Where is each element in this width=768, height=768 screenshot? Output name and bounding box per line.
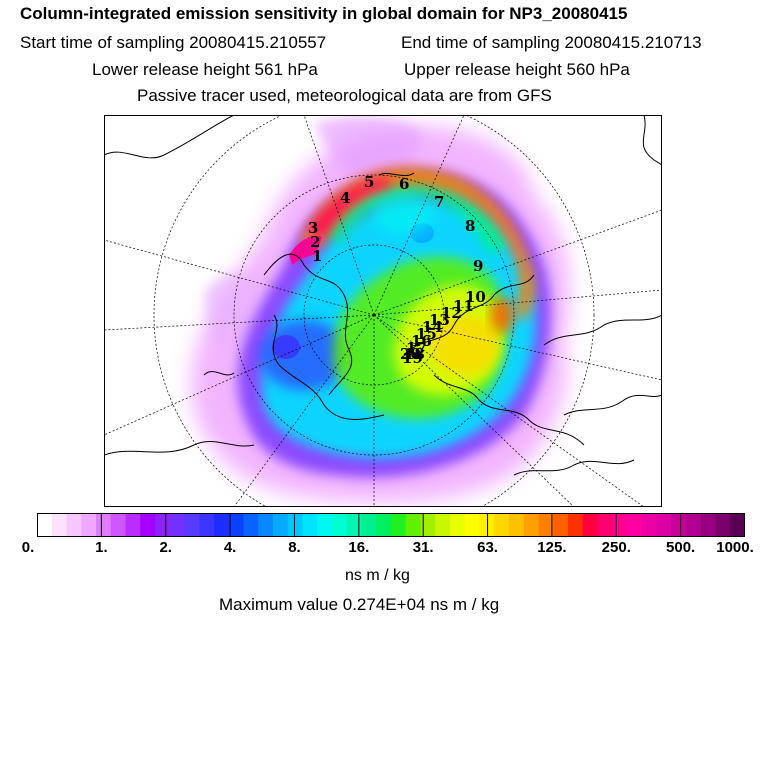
track-labels: 1 2 3 4 5 6 7 8 9 10 11 12 13 14 15 16 1…: [308, 173, 486, 367]
colorbar: [37, 513, 745, 537]
units-label: ns m / kg: [345, 567, 410, 584]
colorbar-tick-label: 31.: [412, 539, 434, 556]
colorbar-swatch: [51, 513, 67, 537]
colorbar-swatch: [184, 513, 200, 537]
track-label-19: 19: [402, 349, 423, 367]
colorbar-swatch: [523, 513, 539, 537]
track-label-9: 9: [473, 257, 483, 275]
map-frame: [104, 115, 662, 507]
colorbar-swatch: [582, 513, 598, 537]
map-title: Column-integrated emission sensitivity i…: [20, 4, 628, 23]
colorbar-swatch: [715, 513, 731, 537]
coastlines: [104, 115, 662, 476]
colorbar-swatch: [597, 513, 613, 537]
colorbar-swatch: [96, 513, 112, 537]
colorbar-swatch: [376, 513, 392, 537]
colorbar-swatch: [391, 513, 407, 537]
colorbar-swatch: [435, 513, 451, 537]
colorbar-tick-label: 2.: [159, 539, 172, 556]
colorbar-tick-label: 16.: [348, 539, 370, 556]
track-label-3: 3: [308, 219, 318, 237]
lower-release-text: Lower release height 561 hPa: [92, 60, 318, 79]
colorbar-swatch: [361, 513, 377, 537]
colorbar-swatch: [671, 513, 687, 537]
colorbar-swatch: [420, 513, 436, 537]
colorbar-swatch: [568, 513, 584, 537]
colorbar-swatch: [214, 513, 230, 537]
track-label-8: 8: [465, 217, 475, 235]
track-label-18: 18: [404, 345, 425, 363]
colorbar-swatch: [656, 513, 672, 537]
colorbar-swatch: [155, 513, 171, 537]
colorbar-swatch: [332, 513, 348, 537]
colorbar-border: [37, 513, 745, 537]
colorbar-swatch: [243, 513, 259, 537]
colorbar-swatch: [509, 513, 525, 537]
end-time-text: End time of sampling 20080415.210713: [401, 33, 702, 52]
graticule: [104, 115, 662, 507]
colorbar-swatch: [228, 513, 244, 537]
colorbar-swatch: [464, 513, 480, 537]
colorbar-swatch: [199, 513, 215, 537]
colorbar-swatch: [450, 513, 466, 537]
colorbar-swatch: [538, 513, 554, 537]
tracer-note-text: Passive tracer used, meteorological data…: [137, 86, 552, 105]
start-time-text: Start time of sampling 20080415.210557: [20, 33, 327, 52]
colorbar-tick-label: 125.: [537, 539, 567, 556]
track-label-1: 1: [312, 247, 322, 265]
colorbar-swatch: [37, 513, 53, 537]
track-label-7: 7: [434, 193, 444, 211]
track-label-20: 20: [400, 345, 421, 363]
colorbar-swatch: [140, 513, 156, 537]
track-label-17: 17: [406, 339, 427, 357]
track-label-11: 11: [453, 297, 474, 315]
colorbar-tick-label: 1000.: [716, 539, 754, 556]
colorbar-swatch: [730, 513, 745, 537]
colorbar-swatch: [125, 513, 141, 537]
track-label-10: 10: [465, 288, 486, 306]
sensitivity-map: 1 2 3 4 5 6 7 8 9 10 11 12 13 14 15 16 1…: [104, 115, 662, 507]
colorbar-swatch: [641, 513, 657, 537]
colorbar-swatch: [612, 513, 628, 537]
track-label-14: 14: [422, 318, 443, 336]
track-label-15: 15: [416, 325, 437, 343]
colorbar-swatch: [700, 513, 716, 537]
colorbar-swatch: [81, 513, 97, 537]
colorbar-tick-label: 1.: [95, 539, 108, 556]
colorbar-swatch: [553, 513, 569, 537]
track-label-2: 2: [310, 233, 320, 251]
colorbar-swatch: [317, 513, 333, 537]
colorbar-tick-label: 0.: [21, 539, 35, 556]
colorbar-swatch: [110, 513, 126, 537]
track-label-12: 12: [441, 304, 462, 322]
colorbar-swatch: [627, 513, 643, 537]
track-label-4: 4: [340, 189, 350, 207]
colorbar-swatch: [66, 513, 82, 537]
colorbar-swatch: [287, 513, 303, 537]
colorbar-tick-label: 500.: [666, 539, 696, 556]
colorbar-swatch: [273, 513, 289, 537]
track-label-16: 16: [411, 332, 432, 350]
upper-release-text: Upper release height 560 hPa: [404, 60, 630, 79]
colorbar-swatch: [346, 513, 362, 537]
track-label-13: 13: [429, 311, 450, 329]
max-value-text: Maximum value 0.274E+04 ns m / kg: [219, 595, 500, 614]
colorbar-swatch: [302, 513, 318, 537]
track-label-6: 6: [399, 175, 409, 193]
colorbar-tick-label: 63.: [477, 539, 498, 556]
colorbar-tick-label: 250.: [601, 539, 631, 556]
colorbar-tick-label: 8.: [288, 539, 301, 556]
colorbar-swatch: [169, 513, 185, 537]
colorbar-swatch: [686, 513, 702, 537]
colorbar-swatch: [258, 513, 274, 537]
colorbar-swatch: [405, 513, 421, 537]
colorbar-swatch: [494, 513, 510, 537]
colorbar-tick-label: 4.: [223, 539, 237, 556]
sensitivity-field: [191, 116, 570, 503]
track-label-5: 5: [364, 173, 374, 191]
